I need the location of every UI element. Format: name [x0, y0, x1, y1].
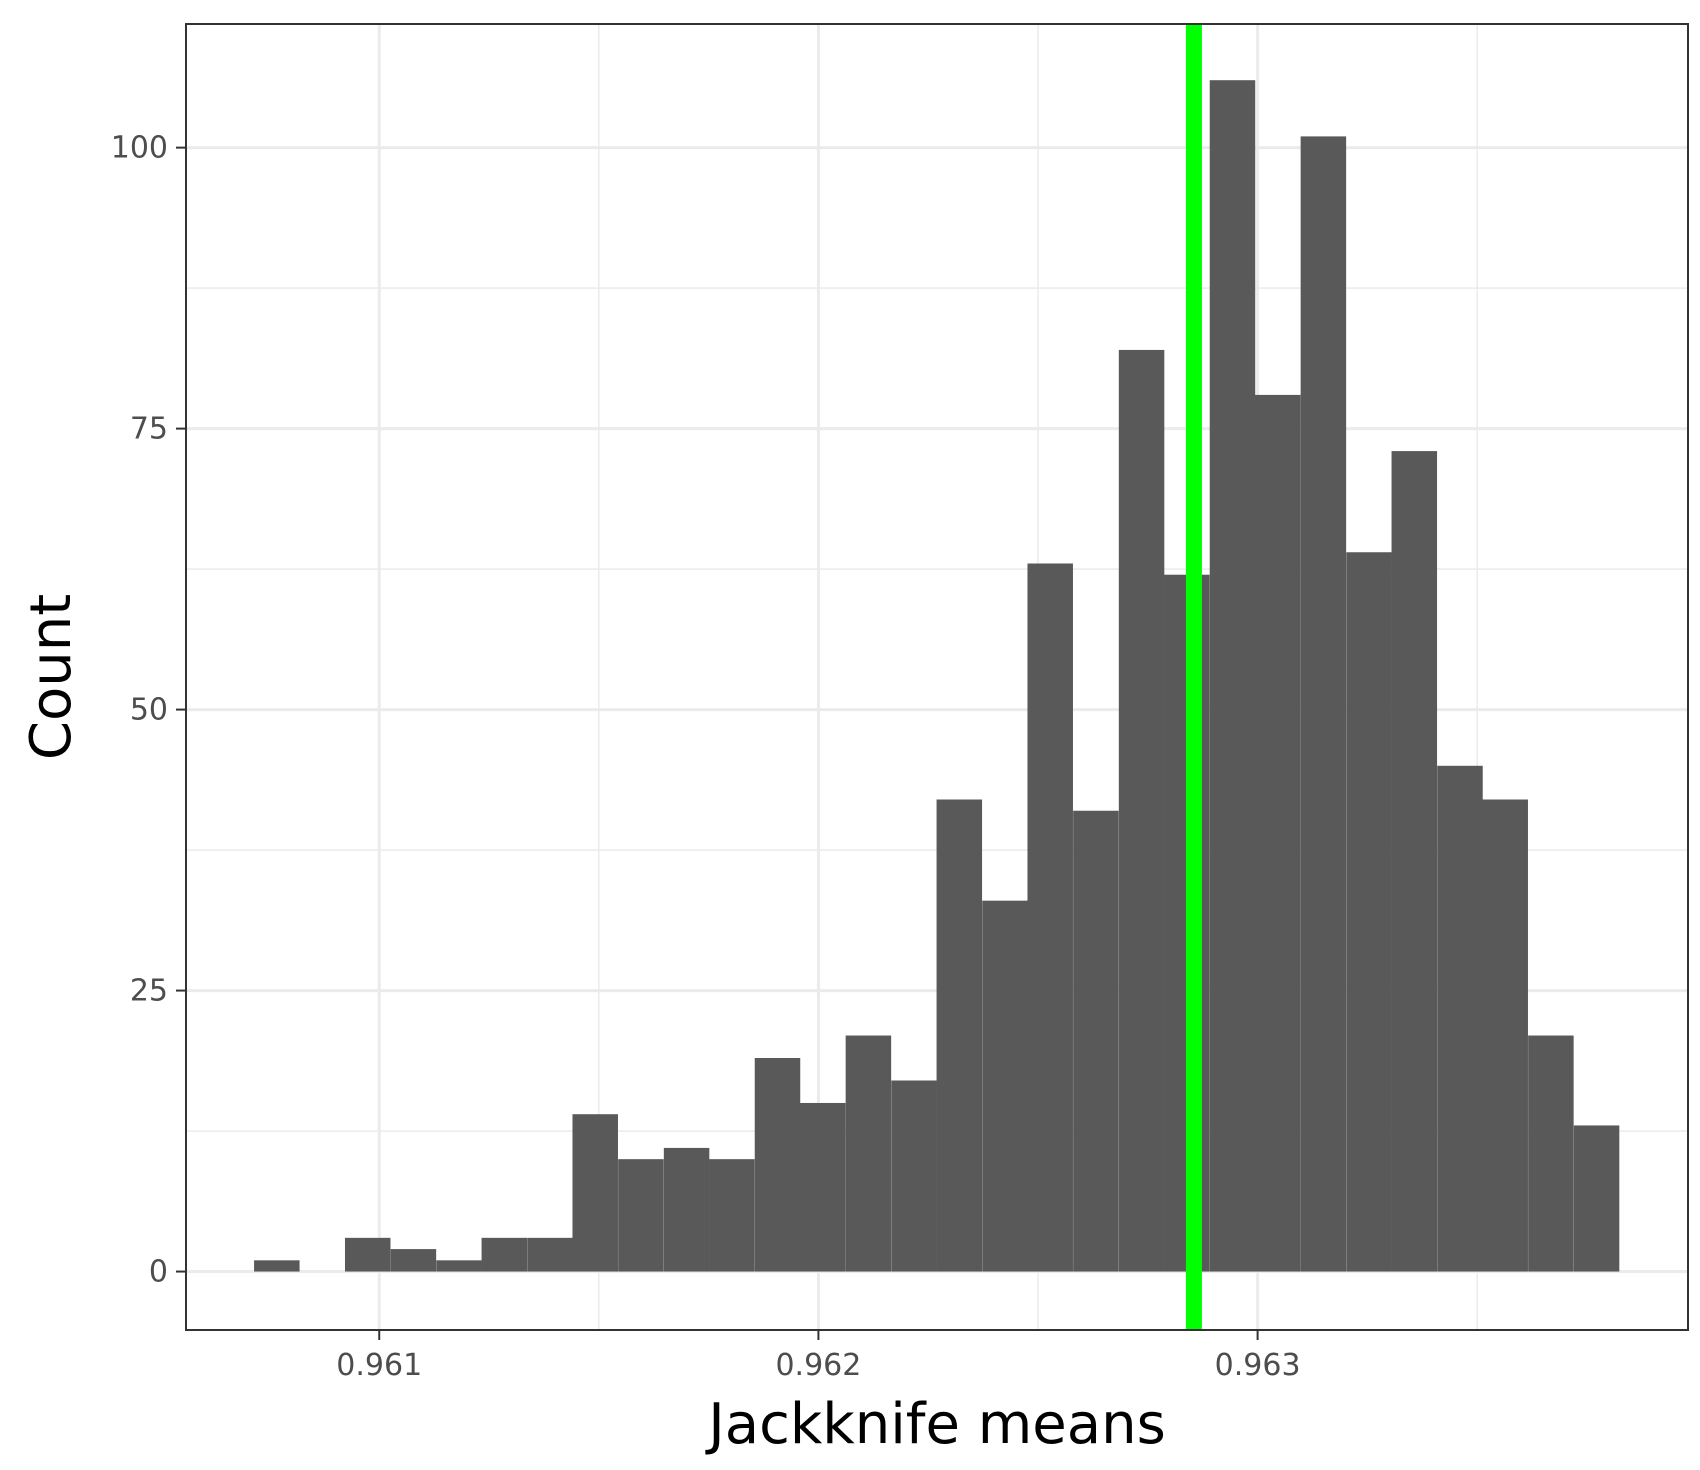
x-tick-label: 0.963	[1215, 1348, 1301, 1383]
histogram-bar	[663, 1147, 710, 1272]
y-axis-tick-labels: 0 25 50 75 100	[111, 131, 168, 1290]
histogram-bar	[254, 1260, 300, 1272]
x-tick-label: 0.962	[775, 1348, 861, 1383]
histogram-bar	[1073, 810, 1119, 1272]
histogram-bar	[572, 1114, 618, 1272]
y-axis-ticks	[176, 146, 186, 1273]
histogram-bar	[390, 1249, 437, 1272]
y-axis-title: Count	[19, 594, 84, 760]
histogram-bar	[1391, 451, 1438, 1272]
histogram-bar	[891, 1080, 937, 1272]
histogram-bar	[344, 1237, 391, 1272]
histogram-bar	[1209, 80, 1256, 1272]
histogram-bar	[799, 1102, 846, 1272]
histogram-bar	[1482, 799, 1528, 1272]
histogram-bar	[982, 900, 1028, 1272]
histogram-bar	[1346, 552, 1392, 1272]
x-tick-label: 0.961	[336, 1348, 422, 1383]
y-tick-label: 75	[130, 412, 168, 447]
y-tick-label: 50	[130, 693, 168, 728]
panel-border	[185, 23, 1689, 1331]
histogram-bar	[1118, 349, 1165, 1272]
y-tick-label: 100	[111, 131, 168, 166]
histogram-bar	[618, 1159, 664, 1272]
histogram-bar	[1254, 394, 1301, 1272]
histogram-bar	[436, 1260, 482, 1272]
y-tick-label: 25	[130, 974, 168, 1009]
histogram-bar	[1528, 1035, 1574, 1272]
x-axis-tick-labels: 0.961 0.962 0.963	[336, 1348, 1300, 1383]
x-axis-ticks	[378, 1330, 1259, 1340]
x-axis-title: Jackknife means	[705, 1392, 1166, 1457]
histogram-bar	[845, 1035, 892, 1272]
histogram-bar	[527, 1237, 573, 1272]
y-tick-label: 0	[149, 1255, 168, 1290]
histogram-bar	[1437, 765, 1483, 1272]
histogram-bar	[1027, 563, 1073, 1272]
histogram-bar	[481, 1237, 528, 1272]
histogram-bar	[936, 799, 983, 1272]
histogram-bar	[754, 1058, 801, 1272]
histogram-bar	[709, 1159, 755, 1272]
histogram-bar	[1573, 1125, 1620, 1272]
histogram-bar	[1300, 136, 1347, 1272]
